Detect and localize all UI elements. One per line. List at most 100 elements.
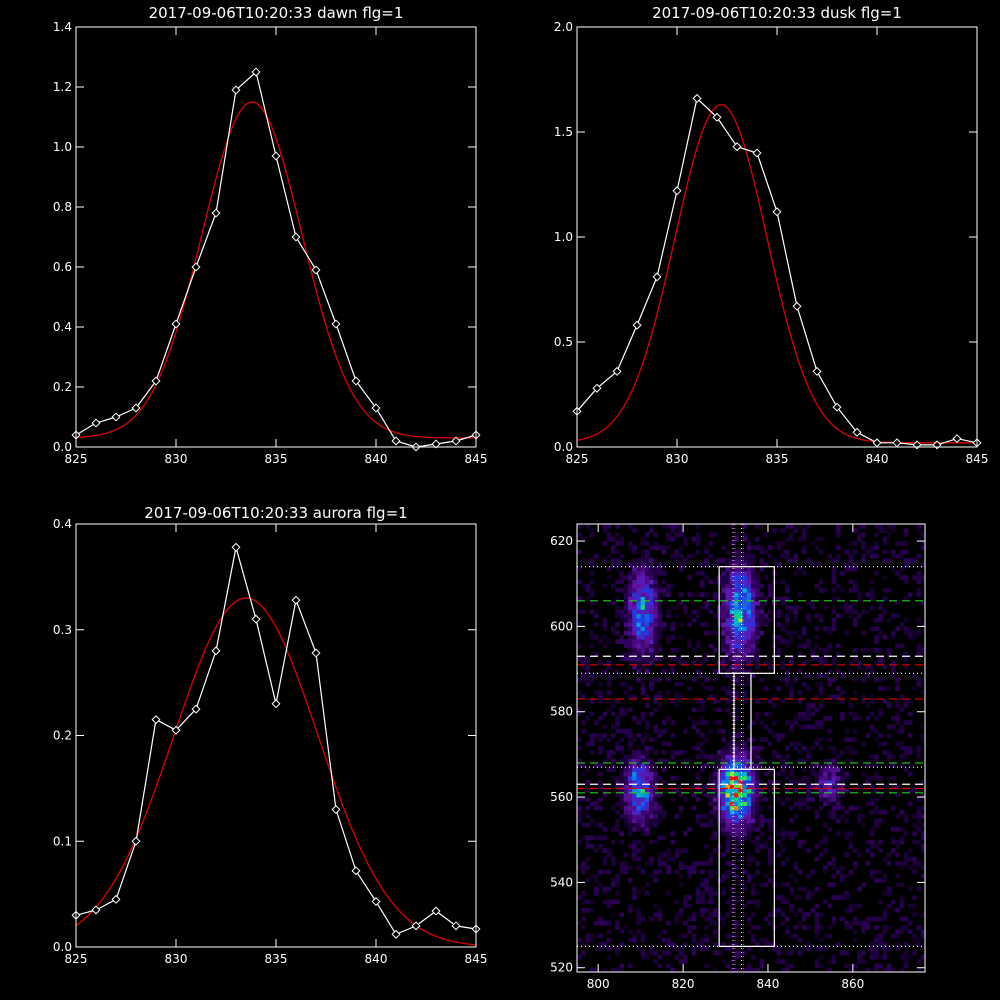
heatmap-pixel — [844, 562, 849, 568]
heatmap-pixel — [801, 801, 807, 806]
heatmap-pixel — [581, 797, 586, 802]
heatmap-pixel — [581, 835, 586, 841]
heatmap-pixel — [751, 609, 756, 614]
heatmap-pixel — [636, 630, 641, 636]
heatmap-pixel — [581, 656, 586, 661]
heatmap-pixel — [721, 758, 726, 764]
heatmap-pixel — [916, 805, 922, 811]
heatmap-pixel — [581, 899, 586, 905]
heatmap-pixel — [785, 967, 790, 973]
heatmap-pixel — [623, 814, 629, 819]
heatmap-pixel — [844, 737, 849, 742]
heatmap-pixel — [746, 575, 752, 580]
heatmap-pixel — [606, 566, 612, 572]
heatmap-pixel — [623, 771, 629, 777]
heatmap-pixel — [899, 553, 905, 559]
heatmap-pixel — [632, 767, 637, 772]
heatmap-pixel — [653, 532, 658, 538]
heatmap-pixel — [687, 575, 692, 580]
heatmap-pixel — [712, 720, 718, 725]
heatmap-pixel — [708, 775, 714, 781]
heatmap-pixel — [729, 570, 735, 576]
heatmap-pixel — [632, 937, 637, 943]
heatmap-pixel — [640, 750, 646, 755]
heatmap-pixel — [640, 792, 646, 798]
heatmap-pixel — [814, 562, 820, 568]
heatmap-pixel — [700, 861, 705, 866]
heatmap-pixel — [763, 916, 769, 922]
heatmap-pixel — [644, 784, 650, 789]
heatmap-pixel — [644, 605, 650, 610]
heatmap-pixel — [721, 920, 726, 926]
heatmap-pixel — [852, 861, 858, 866]
heatmap-pixel — [861, 698, 866, 704]
heatmap-pixel — [602, 861, 608, 866]
heatmap-pixel — [776, 613, 782, 619]
heatmap-pixel — [768, 856, 773, 862]
heatmap-pixel — [878, 656, 883, 661]
heatmap-pixel — [746, 669, 752, 674]
heatmap-pixel — [916, 818, 922, 824]
heatmap-pixel — [891, 524, 896, 529]
heatmap-pixel — [640, 643, 646, 649]
heatmap-pixel — [806, 912, 811, 917]
heatmap-pixel — [878, 954, 883, 960]
heatmap-pixel — [721, 630, 726, 636]
heatmap-pixel — [746, 545, 752, 550]
heatmap-pixel — [632, 826, 637, 832]
heatmap-pixel — [695, 814, 701, 819]
heatmap-pixel — [627, 613, 633, 619]
heatmap-pixel — [721, 613, 726, 619]
heatmap-pixel — [763, 575, 769, 580]
heatmap-pixel — [797, 937, 803, 943]
heatmap-pixel — [695, 745, 701, 751]
heatmap-pixel — [835, 771, 841, 777]
heatmap-pixel — [818, 703, 824, 708]
heatmap-pixel — [831, 797, 837, 802]
heatmap-pixel — [611, 861, 616, 866]
heatmap-pixel — [848, 805, 854, 811]
heatmap-pixel — [623, 925, 629, 930]
heatmap-pixel — [916, 536, 922, 542]
heatmap-pixel — [708, 869, 714, 875]
dawn-xtick-label: 845 — [465, 452, 488, 466]
heatmap-pixel — [649, 583, 654, 589]
heatmap-pixel — [831, 780, 837, 785]
heatmap-pixel — [780, 767, 786, 772]
heatmap-pixel — [640, 664, 646, 670]
heatmap-pixel — [785, 588, 790, 593]
heatmap-pixel — [721, 886, 726, 892]
heatmap-pixel — [704, 754, 709, 760]
heatmap-pixel — [840, 690, 845, 696]
heatmap-pixel — [801, 660, 807, 666]
heatmap-pixel — [657, 566, 663, 572]
heatmap-pixel — [627, 805, 633, 811]
heatmap-pixel — [801, 767, 807, 772]
dusk-data-point — [652, 272, 662, 282]
heatmap-pixel — [708, 754, 714, 760]
heatmap-pixel — [585, 805, 591, 811]
heatmap-pixel — [755, 660, 760, 666]
heatmap-pixel — [738, 652, 743, 657]
heatmap-pixel — [589, 750, 595, 755]
heatmap-pixel — [916, 528, 922, 533]
heatmap-pixel — [700, 899, 705, 905]
heatmap-pixel — [797, 797, 803, 802]
heatmap-pixel — [691, 805, 697, 811]
heatmap-pixel — [899, 839, 905, 845]
heatmap-pixel — [899, 728, 905, 734]
heatmap-pixel — [734, 562, 739, 568]
heatmap-pixel — [623, 652, 629, 657]
heatmap-pixel — [908, 903, 913, 909]
heatmap-pixel — [721, 583, 726, 589]
heatmap-pixel — [640, 656, 646, 661]
heatmap-pixel — [729, 562, 735, 568]
heatmap-pixel — [738, 762, 743, 768]
heatmap-pixel — [755, 839, 760, 845]
heatmap-pixel — [801, 925, 807, 930]
heatmap-pixel — [577, 895, 582, 900]
heatmap-pixel — [615, 809, 620, 815]
heatmap-pixel — [704, 814, 709, 819]
heatmap-pixel — [789, 558, 794, 563]
heatmap-pixel — [751, 613, 756, 619]
